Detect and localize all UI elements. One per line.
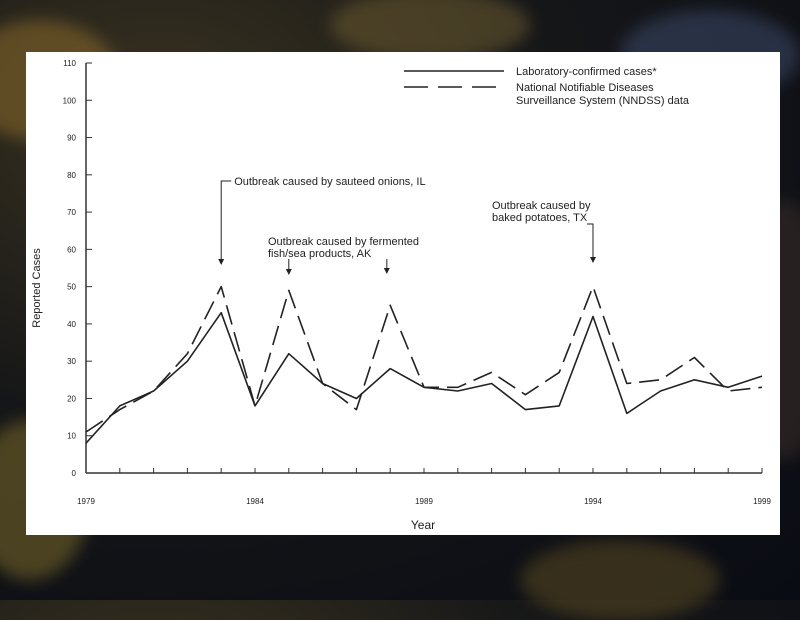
y-tick-label: 10 bbox=[67, 432, 76, 441]
x-tick-label: 1979 bbox=[77, 497, 95, 506]
y-tick-label: 110 bbox=[63, 59, 76, 68]
background-blob bbox=[520, 540, 720, 620]
annotation-arrowhead bbox=[218, 259, 225, 265]
chart-panel: 0 10 20 30 40 50 60 70 80 90 100 110 1979 1984 1989 199… bbox=[26, 52, 780, 535]
annotation-arrow bbox=[220, 180, 232, 261]
annotation-label: Outbreak caused by sauteed onions, IL bbox=[234, 176, 425, 188]
legend: Laboratory-confirmed cases* National Noti… bbox=[404, 66, 690, 107]
annotation-label: Outbreak caused by fermented bbox=[268, 236, 419, 248]
background-blob bbox=[330, 0, 530, 60]
annotations: Outbreak caused by sauteed onions, IL Out… bbox=[218, 176, 596, 275]
annotation-arrowhead bbox=[383, 268, 390, 274]
axes: 0 10 20 30 40 50 60 70 80 90 100 110 1979 1984 1989 199… bbox=[63, 59, 772, 506]
y-tick-label: 90 bbox=[67, 134, 76, 143]
annotation-arrow bbox=[587, 223, 594, 257]
y-tick-label: 80 bbox=[67, 171, 76, 180]
x-tick-label: 1984 bbox=[246, 497, 264, 506]
annotation-label: baked potatoes, TX bbox=[492, 212, 588, 224]
series-line-laboratory-confirmed bbox=[85, 311, 763, 444]
legend-entry-label: Laboratory-confirmed cases* bbox=[516, 66, 657, 78]
line-chart: 0 10 20 30 40 50 60 70 80 90 100 110 1979 1984 1989 199… bbox=[31, 59, 772, 532]
x-tick-label: 1989 bbox=[415, 497, 433, 506]
annotation-label: fish/sea products, AK bbox=[268, 248, 372, 260]
series-layer bbox=[85, 285, 763, 444]
y-tick-label: 100 bbox=[63, 96, 77, 105]
annotation-label: Outbreak caused by bbox=[492, 200, 591, 212]
y-tick-label: 70 bbox=[67, 208, 76, 217]
y-tick-label: 50 bbox=[67, 283, 76, 292]
x-tick-label: 1994 bbox=[584, 497, 602, 506]
x-axis-label: Year bbox=[411, 518, 435, 532]
y-tick-label: 30 bbox=[67, 357, 76, 366]
annotation-arrowhead bbox=[590, 257, 596, 263]
annotation-arrowhead bbox=[285, 269, 292, 275]
legend-entry-label: Surveillance System (NNDSS) data bbox=[516, 95, 690, 107]
y-tick-label: 20 bbox=[67, 394, 76, 403]
y-tick-label: 60 bbox=[67, 245, 76, 254]
legend-entry-label: National Notifiable Diseases bbox=[516, 82, 654, 94]
x-tick-label: 1999 bbox=[753, 497, 771, 506]
y-tick-label: 40 bbox=[67, 320, 76, 329]
y-axis-label: Reported Cases bbox=[31, 248, 43, 328]
y-tick-label: 0 bbox=[72, 469, 77, 478]
series-line-nndss bbox=[85, 285, 763, 433]
